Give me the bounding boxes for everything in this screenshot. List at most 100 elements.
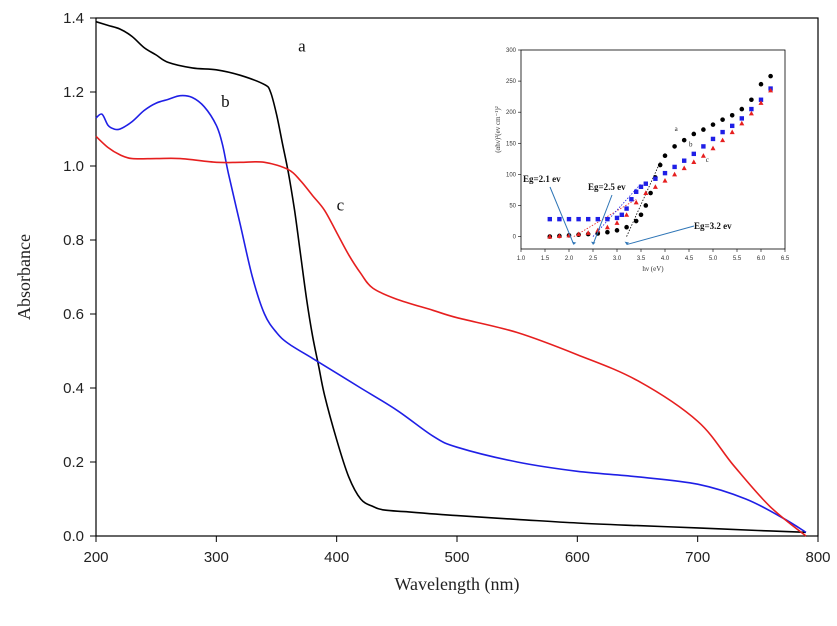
inset-point-c [681, 165, 687, 171]
series-line-a [95, 20, 807, 534]
y-tick-label: 0.2 [63, 454, 84, 471]
inset-x-tick-label: 3.5 [637, 256, 646, 262]
inset-point-c [758, 100, 764, 105]
inset-y-tick-label: 50 [509, 203, 516, 209]
inset-point-a [624, 224, 629, 230]
inset-point-b [730, 123, 735, 129]
inset-point-b [701, 144, 706, 149]
inset-x-tick-label: 4.0 [661, 256, 670, 262]
x-tick-label: 400 [324, 549, 349, 566]
inset-point-c [576, 231, 582, 237]
curve-label-a: a [298, 36, 306, 55]
x-tick-label: 600 [565, 549, 590, 566]
y-tick-label: 0.8 [63, 232, 84, 249]
inset-x-tick-label: 2.5 [589, 256, 598, 262]
inset-point-b [643, 181, 648, 186]
inset-x-tick-label: 6.5 [781, 256, 790, 262]
inset-point-a [768, 73, 773, 79]
band-gap-arrow [549, 186, 575, 245]
band-gap-arrowhead [591, 241, 596, 245]
inset-y-tick-label: 100 [506, 172, 517, 178]
inset-point-a [643, 203, 649, 208]
inset-point-a [648, 190, 653, 196]
inset-point-b [682, 158, 687, 163]
inset-point-c [643, 190, 649, 196]
inset-point-c [710, 145, 716, 151]
inset-x-tick-label: 1.5 [541, 256, 550, 262]
inset-point-b [619, 212, 624, 217]
inset-point-a [720, 117, 725, 122]
inset-x-tick-label: 2.0 [565, 256, 574, 262]
y-tick-label: 1.4 [63, 10, 84, 27]
inset-point-c [595, 227, 601, 233]
inset-point-b [557, 216, 562, 222]
inset-chart: 1.0 1.5 2.0 2.5 3.0 3.5 4.0 4.5 5.0 5.5 6.0 6.5 0 50 1… [494, 48, 790, 273]
inset-point-b [672, 164, 677, 170]
inset-y-tick-label: 200 [506, 110, 517, 116]
inset-point-c [585, 230, 591, 235]
inset-point-c [662, 177, 668, 183]
x-tick-label: 500 [444, 549, 469, 566]
inset-x-axis-title: hν (eV) [642, 265, 664, 273]
inset-point-c [768, 87, 774, 93]
inset-x-tick-label: 3.0 [613, 256, 622, 262]
inset-y-tick-label: 150 [506, 141, 517, 147]
inset-point-a [729, 112, 735, 118]
inset-point-b [758, 97, 764, 102]
band-gap-arrowhead [571, 241, 577, 245]
inset-point-b [710, 136, 716, 142]
inset-x-tick-label: 1.0 [517, 256, 526, 262]
inset-point-c [691, 159, 697, 164]
inset-point-b [586, 216, 591, 222]
inset-point-c [624, 212, 630, 217]
inset-point-a [758, 81, 764, 87]
inset-point-a [672, 144, 677, 149]
inset-point-b [720, 129, 725, 135]
inset-point-a [691, 131, 697, 137]
inset-point-b [595, 216, 600, 222]
inset-x-tick-label: 6.0 [757, 256, 766, 262]
y-tick-label: 0.0 [63, 528, 84, 545]
inset-point-b [749, 106, 754, 112]
inset-point-c [633, 199, 639, 205]
inset-point-b [547, 216, 552, 222]
inset-point-c [614, 220, 620, 225]
inset-point-c [547, 233, 553, 239]
band-gap-label: Eg=2.1 ev [523, 174, 561, 184]
inset-point-c [672, 171, 678, 177]
inset-point-a [633, 218, 639, 224]
inset-point-a [662, 153, 668, 159]
inset-point-b [566, 216, 572, 222]
inset-point-b [691, 151, 696, 157]
series-line-c [95, 135, 807, 537]
inset-point-c [739, 120, 745, 126]
x-axis-title: Wavelength (nm) [394, 574, 519, 595]
x-tick-label: 200 [83, 549, 108, 566]
x-tick-label: 700 [685, 549, 710, 566]
series-line-b [95, 94, 807, 533]
band-gap-label: Eg=2.5 ev [588, 182, 626, 192]
y-axis-title: Absorbance [14, 234, 34, 320]
inset-curve-label-b: b [689, 140, 693, 148]
inset-x-tick-label: 5.0 [709, 256, 718, 262]
inset-point-b [629, 197, 634, 202]
inset-point-a [605, 229, 610, 235]
inset-tangent-line [573, 198, 637, 237]
inset-point-c [652, 184, 658, 189]
inset-point-b [634, 189, 639, 194]
curve-label-c: c [337, 195, 345, 214]
y-tick-label: 0.4 [63, 380, 84, 397]
inset-point-c [700, 153, 706, 158]
inset-point-a [681, 137, 687, 143]
band-gap-arrowhead [624, 241, 630, 245]
inset-point-b [653, 176, 658, 181]
inset-frame [520, 49, 786, 250]
inset-point-c [556, 233, 562, 238]
band-gap-label: Eg=3.2 ev [694, 221, 732, 231]
inset-y-tick-label: 300 [506, 48, 517, 54]
x-tick-label: 800 [805, 549, 830, 566]
x-tick-label: 300 [204, 549, 229, 566]
inset-point-c [748, 110, 754, 116]
inset-point-b [739, 116, 744, 121]
